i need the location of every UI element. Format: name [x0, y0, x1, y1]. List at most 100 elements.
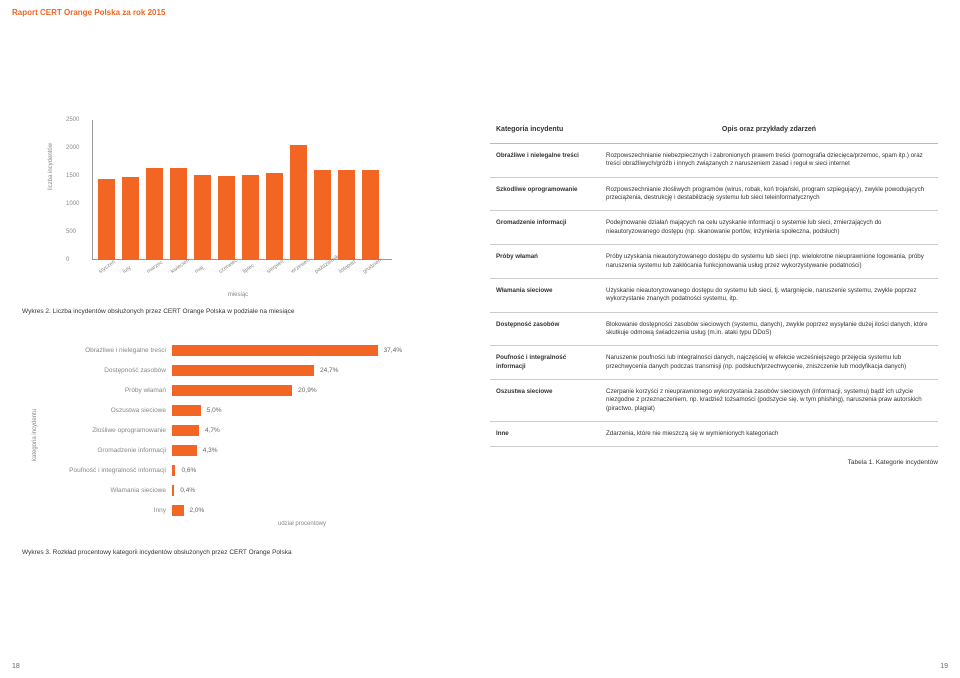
chart2-row-label: Dostępność zasobów [42, 367, 172, 374]
chart2-bar [172, 345, 378, 356]
table-row: InneZdarzenia, które nie mieszczą się w … [490, 422, 938, 447]
table-cell-category: Obraźliwe i nielegalne treści [490, 144, 600, 178]
table-cell-description: Uzyskanie nieautoryzowanego dostępu do s… [600, 278, 938, 312]
chart2-row: Próby włamań 20,9% [42, 381, 432, 399]
chart1-bar [338, 170, 355, 260]
chart2-bar [172, 365, 314, 376]
right-page: Kategoria incydentu Opis oraz przykłady … [490, 120, 938, 466]
chart2-row-label: Inny [42, 507, 172, 514]
chart2-row: Dostępność zasobów 24,7% [42, 361, 432, 379]
chart2-bar [172, 505, 184, 516]
table-cell-description: Blokowanie dostępności zasobów sieciowyc… [600, 312, 938, 346]
table-caption: Tabela 1. Kategorie incydentów [490, 459, 938, 466]
table-cell-category: Oszustwa sieciowe [490, 380, 600, 422]
table-cell-description: Rozpowszechnianie złośliwych programów (… [600, 177, 938, 211]
table-row: Włamania siecioweUzyskanie nieautoryzowa… [490, 278, 938, 312]
chart2-row: Obraźliwe i nielegalne treści 37,4% [42, 341, 432, 359]
table-cell-description: Podejmowanie działań mających na celu uz… [600, 211, 938, 245]
chart1-xlabel: październik [314, 260, 331, 275]
chart1-bar [170, 168, 187, 260]
chart1-bar [98, 179, 115, 260]
chart1-bar [146, 168, 163, 260]
chart2-bar-wrap: 0,4% [172, 485, 402, 496]
table-header-category: Kategoria incydentu [490, 120, 600, 144]
table-cell-category: Włamania sieciowe [490, 278, 600, 312]
table-cell-category: Dostępność zasobów [490, 312, 600, 346]
chart1-ytick: 0 [66, 257, 69, 263]
chart2-xtitle: udział procentowy [172, 521, 432, 527]
chart2-bar [172, 485, 174, 496]
table-cell-category: Gromadzenie informacji [490, 211, 600, 245]
chart1-ytick: 1500 [66, 173, 79, 179]
table-cell-description: Zdarzenia, które nie mieszczą się w wymi… [600, 422, 938, 447]
chart2-bar-wrap: 5,0% [172, 405, 402, 416]
chart1-bar [290, 145, 307, 260]
table-cell-category: Inne [490, 422, 600, 447]
chart2-ylabel: kategoria incydentu [32, 409, 38, 461]
category-table: Kategoria incydentu Opis oraz przykłady … [490, 120, 938, 447]
chart1-ytick: 1000 [66, 201, 79, 207]
table-cell-category: Poufność i integralność informacji [490, 346, 600, 380]
chart2-bar [172, 385, 292, 396]
table-row: Gromadzenie informacjiPodejmowanie dział… [490, 211, 938, 245]
chart2-pct-label: 24,7% [320, 367, 338, 374]
chart1-bar [242, 175, 259, 260]
report-title: Raport CERT Orange Polska za rok 2015 [12, 8, 165, 17]
chart1-caption: Wykres 2. Liczba incydentów obsłużonych … [22, 308, 458, 315]
chart2-row: Złośliwe oprogramowanie4,7% [42, 421, 432, 439]
table-row: Dostępność zasobówBlokowanie dostępności… [490, 312, 938, 346]
chart2-bar-wrap: 37,4% [172, 345, 402, 356]
chart1-xlabel: styczeń [98, 260, 115, 275]
chart2-caption: Wykres 3. Rozkład procentowy kategorii i… [22, 549, 458, 556]
chart2-row: Gromadzenie informacji4,3% [42, 441, 432, 459]
table-row: Próby włamańPróby uzyskania nieautoryzow… [490, 245, 938, 279]
chart1-bars [94, 120, 394, 260]
table-header-description: Opis oraz przykłady zdarzeń [600, 120, 938, 144]
chart2-row: Oszustwa sieciowe 5,0% [42, 401, 432, 419]
chart1-ytick: 2500 [66, 117, 79, 123]
chart2-row: Włamania sieciowe0,4% [42, 481, 432, 499]
chart2-row-label: Poufność i integralność informacji [42, 467, 172, 474]
chart1-xlabels: styczeńlutymarzeckwiecieńmajczerwieclipi… [94, 262, 394, 268]
chart1-ytick: 500 [66, 229, 76, 235]
chart1-xlabel: marzec [146, 260, 163, 275]
chart2-pct-label: 5,0% [207, 407, 222, 414]
chart1-xlabel: listopad [338, 260, 355, 275]
chart1-xlabel: grudzień [362, 260, 379, 275]
chart1-bar [218, 176, 235, 260]
page-number-left: 18 [12, 663, 20, 670]
chart1-ylabel: liczba incydentów [48, 143, 54, 190]
table-cell-description: Naruszenie poufności lub integralności d… [600, 346, 938, 380]
chart2-row-label: Obraźliwe i nielegalne treści [42, 347, 172, 354]
chart2-row-label: Włamania sieciowe [42, 487, 172, 494]
table-cell-category: Próby włamań [490, 245, 600, 279]
chart2-row-label: Oszustwa sieciowe [42, 407, 172, 414]
chart2-pct-label: 0,6% [181, 467, 196, 474]
left-page: liczba incydentów 05001000150020002500 s… [18, 120, 458, 556]
chart2-bar [172, 445, 197, 456]
chart2-bar-wrap: 0,6% [172, 465, 402, 476]
chart2-pct-label: 2,0% [190, 507, 205, 514]
chart2-bar-wrap: 24,7% [172, 365, 402, 376]
table-row: Obraźliwe i nielegalne treściRozpowszech… [490, 144, 938, 178]
chart2-row: Inny 2,0% [42, 501, 432, 519]
chart2-row-label: Próby włamań [42, 387, 172, 394]
table-cell-description: Próby uzyskania nieautoryzowanego dostęp… [600, 245, 938, 279]
chart2-bar [172, 405, 201, 416]
chart1-bar [122, 177, 139, 260]
chart1-bar [314, 170, 331, 260]
chart1-xlabel: lipiec [242, 260, 259, 275]
chart1-xtitle: miesiąc [228, 292, 248, 298]
chart2-pct-label: 37,4% [384, 347, 402, 354]
chart2-bar-wrap: 20,9% [172, 385, 402, 396]
table-cell-description: Rozpowszechnianie niebezpiecznych i zabr… [600, 144, 938, 178]
chart2-bar-wrap: 4,3% [172, 445, 402, 456]
chart1-bar [194, 175, 211, 260]
page-number-right: 19 [940, 663, 948, 670]
table-row: Poufność i integralność informacjiNarusz… [490, 346, 938, 380]
chart2-pct-label: 20,9% [298, 387, 316, 394]
chart1-xlabel: luty [122, 260, 139, 275]
chart2-pct-label: 4,7% [205, 427, 220, 434]
chart2-row: Poufność i integralność informacji 0,6% [42, 461, 432, 479]
chart1-bar [362, 170, 379, 260]
